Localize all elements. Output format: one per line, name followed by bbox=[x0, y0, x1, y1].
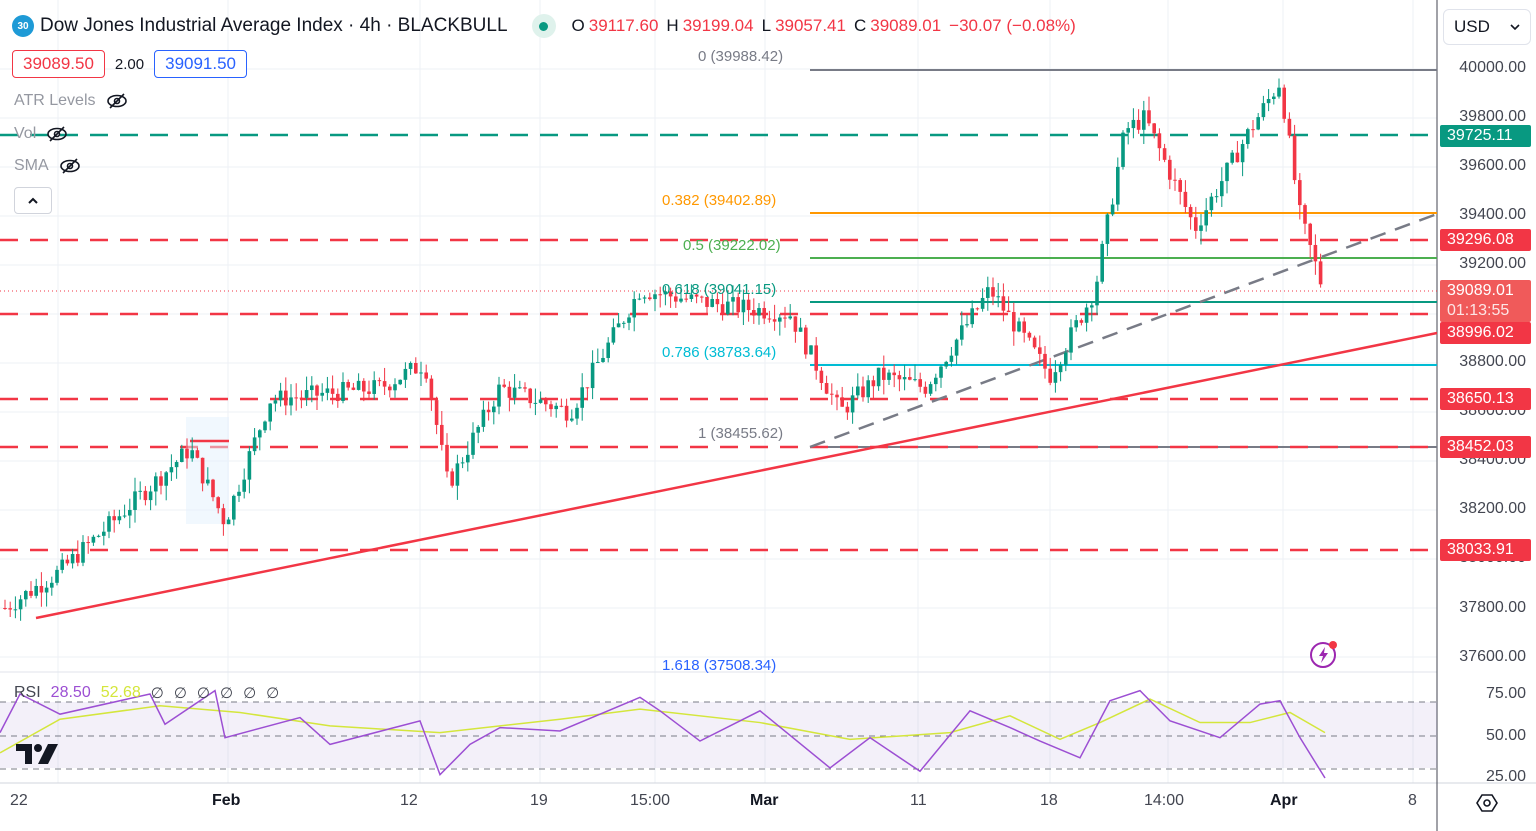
buy-button[interactable]: 39091.50 bbox=[154, 50, 248, 78]
rsi-name: RSI bbox=[14, 684, 41, 701]
price-tick: 37600.00 bbox=[1459, 648, 1526, 665]
gear-icon bbox=[1476, 794, 1498, 812]
market-status-indicator bbox=[531, 14, 556, 38]
time-tick: 18 bbox=[1040, 792, 1058, 809]
fib-label-1: 1 (38455.62) bbox=[698, 425, 784, 442]
fib-label-0786: 0.786 (38783.64) bbox=[662, 344, 777, 361]
hidden-value-icon: ∅ bbox=[150, 685, 164, 702]
indicator-label: ATR Levels bbox=[14, 92, 96, 109]
price-tick: 37800.00 bbox=[1459, 599, 1526, 616]
time-tick: 19 bbox=[530, 792, 548, 809]
fib-label-1618: 1.618 (37508.34) bbox=[662, 657, 777, 674]
price-tick: 38200.00 bbox=[1459, 500, 1526, 517]
hidden-value-icon: ∅ bbox=[243, 685, 257, 702]
price-tick: 39400.00 bbox=[1459, 206, 1526, 223]
bar-countdown: 01:13:55 bbox=[1447, 302, 1510, 319]
indicator-label: Vol bbox=[14, 125, 37, 142]
symbol-badge: 30 bbox=[12, 15, 34, 37]
fib-label-05: 0.5 (39222.02) bbox=[683, 237, 781, 254]
price-tick: 39600.00 bbox=[1459, 157, 1526, 174]
open-label: O bbox=[571, 16, 585, 35]
level-tag: 39296.08 bbox=[1440, 229, 1531, 251]
rsi-tick: 50.00 bbox=[1485, 727, 1526, 744]
fib-label-0618: 0.618 (39041.15) bbox=[662, 281, 777, 298]
time-tick: 15:00 bbox=[630, 792, 671, 809]
eye-off-icon[interactable] bbox=[59, 158, 81, 174]
fib-label-0: 0 (39988.42) bbox=[698, 48, 784, 65]
symbol-legend[interactable]: 30 Dow Jones Industrial Average Index · … bbox=[12, 14, 1080, 38]
chevron-up-icon bbox=[28, 197, 38, 204]
time-tick: Mar bbox=[750, 792, 779, 809]
time-tick: 22 bbox=[10, 792, 28, 809]
eye-off-icon[interactable] bbox=[106, 93, 128, 109]
close-label: C bbox=[853, 16, 867, 35]
level-tag: 38452.03 bbox=[1440, 436, 1531, 458]
collapse-indicators-button[interactable] bbox=[14, 187, 52, 214]
high-label: H bbox=[666, 16, 679, 35]
rsi-value: 28.50 bbox=[50, 684, 91, 701]
time-tick: 12 bbox=[400, 792, 418, 809]
current-price-value: 39089.01 bbox=[1447, 282, 1514, 299]
rsi-tick: 75.00 bbox=[1485, 685, 1526, 702]
rsi-tick: 25.00 bbox=[1485, 768, 1526, 785]
chart-settings-button[interactable] bbox=[1472, 790, 1502, 816]
level-tag: 38033.91 bbox=[1440, 539, 1531, 561]
level-tag: 39725.11 bbox=[1440, 125, 1531, 147]
time-tick: 14:00 bbox=[1144, 792, 1185, 809]
current-price-tag: 39089.01 01:13:55 bbox=[1440, 280, 1531, 322]
level-tag: 38650.13 bbox=[1440, 388, 1531, 410]
hidden-value-icon: ∅ bbox=[220, 685, 234, 702]
price-tick: 38800.00 bbox=[1459, 353, 1526, 370]
time-tick: Apr bbox=[1270, 792, 1298, 809]
indicator-atr-levels[interactable]: ATR Levels bbox=[14, 92, 128, 110]
symbol-title[interactable]: Dow Jones Industrial Average Index · 4h … bbox=[40, 15, 508, 36]
ohlc-values: O 39117.60 H 39199.04 L 39057.41 C 39089.01 … bbox=[572, 16, 1080, 36]
hidden-value-icon: ∅ bbox=[196, 685, 210, 702]
close-value: 39089.01 bbox=[870, 16, 942, 35]
indicator-vol[interactable]: Vol bbox=[14, 125, 68, 143]
chevron-down-icon bbox=[1510, 24, 1520, 30]
change-value: −30.07 (−0.08%) bbox=[949, 16, 1076, 35]
low-label: L bbox=[761, 16, 772, 35]
price-tick: 39200.00 bbox=[1459, 255, 1526, 272]
sell-button[interactable]: 39089.50 bbox=[12, 50, 105, 78]
hidden-value-icon: ∅ bbox=[173, 685, 187, 702]
time-tick: Feb bbox=[212, 792, 241, 809]
indicator-label: SMA bbox=[14, 157, 49, 174]
high-value: 39199.04 bbox=[682, 16, 754, 35]
rsi-ma-value: 52.68 bbox=[100, 684, 141, 701]
eye-off-icon[interactable] bbox=[46, 126, 68, 142]
flash-alert-icon[interactable] bbox=[1308, 638, 1340, 670]
hidden-value-icon: ∅ bbox=[266, 685, 280, 702]
tradingview-logo-icon[interactable] bbox=[16, 742, 60, 766]
currency-value: USD bbox=[1454, 17, 1490, 36]
fib-label-0382: 0.382 (39402.89) bbox=[662, 192, 777, 209]
open-value: 39117.60 bbox=[588, 16, 659, 35]
live-dot-icon bbox=[539, 21, 549, 31]
time-tick: 11 bbox=[910, 792, 927, 809]
time-tick: 8 bbox=[1408, 792, 1417, 809]
currency-select[interactable]: USD bbox=[1443, 9, 1531, 45]
level-tag: 38996.02 bbox=[1440, 322, 1531, 344]
indicator-sma[interactable]: SMA bbox=[14, 157, 81, 175]
price-tick: 40000.00 bbox=[1459, 59, 1526, 76]
spread-value: 2.00 bbox=[114, 55, 145, 73]
low-value: 39057.41 bbox=[775, 16, 846, 35]
trade-panel: 39089.50 2.00 39091.50 bbox=[12, 50, 248, 78]
rsi-legend[interactable]: RSI 28.50 52.68 ∅ ∅ ∅ ∅ ∅ ∅ bbox=[14, 684, 279, 702]
price-tick: 39800.00 bbox=[1459, 108, 1526, 125]
